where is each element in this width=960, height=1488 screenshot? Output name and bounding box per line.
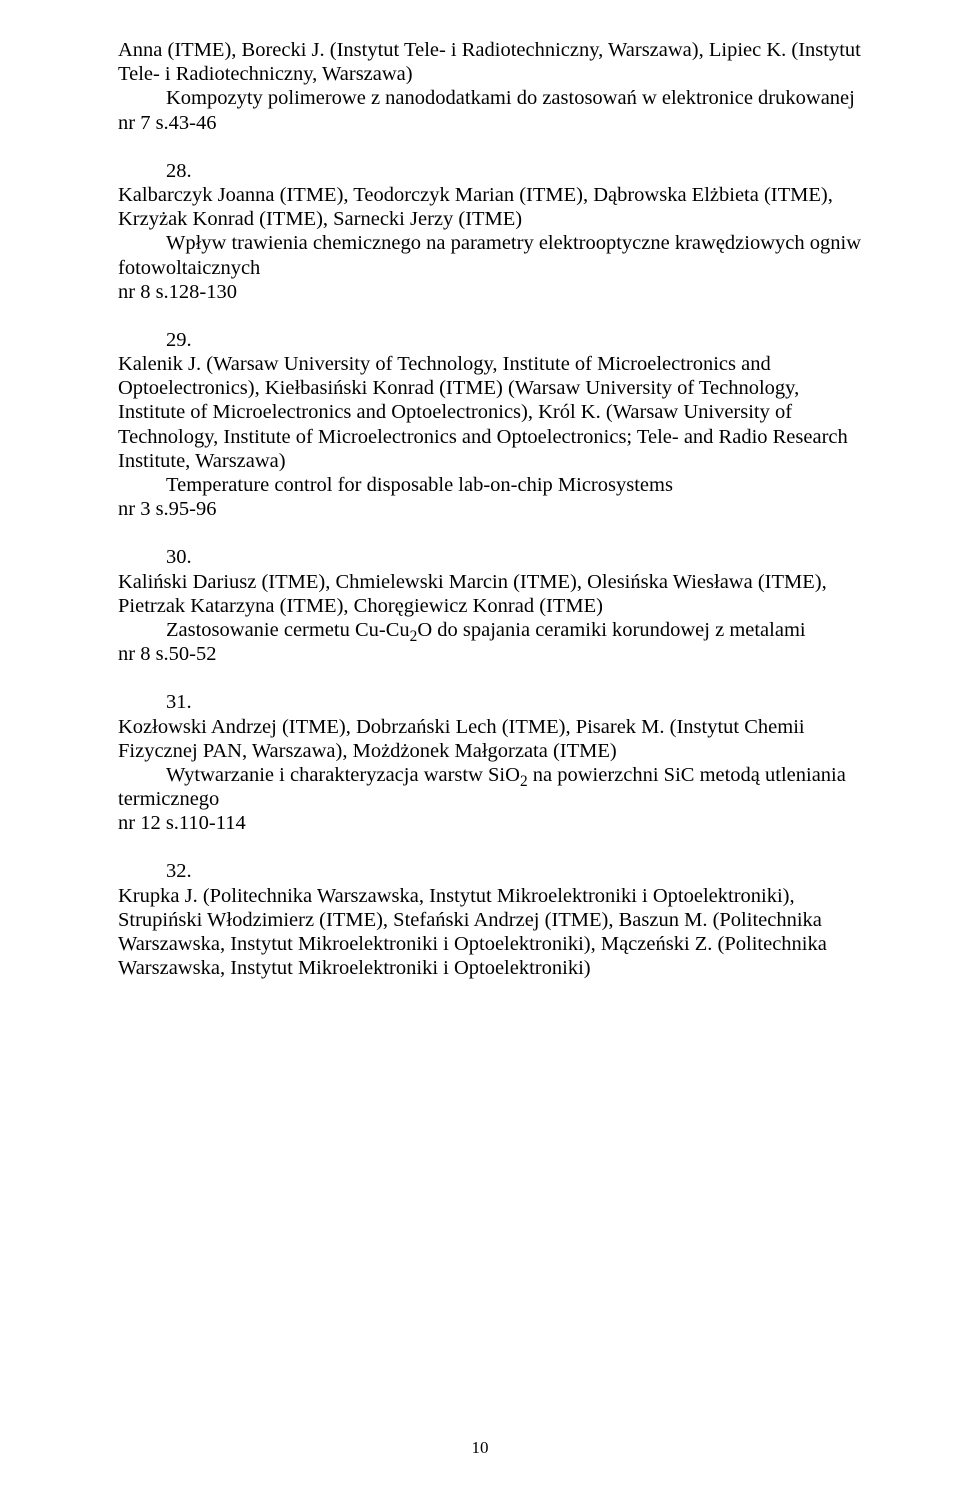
entry-ref: nr 8 s.128-130 (118, 280, 864, 304)
entry-number: 29. (166, 328, 864, 352)
bibliography-entry: 32. Krupka J. (Politechnika Warszawska, … (118, 859, 864, 980)
bibliography-entry: 29. Kalenik J. (Warsaw University of Tec… (118, 328, 864, 522)
entry-ref: nr 3 s.95-96 (118, 497, 864, 521)
entry-title: Temperature control for disposable lab-o… (118, 473, 864, 497)
entry-ref: nr 7 s.43-46 (118, 111, 864, 135)
page: Anna (ITME), Borecki J. (Instytut Tele- … (0, 0, 960, 1488)
entry-number: 28. (166, 159, 864, 183)
entry-authors: Kozłowski Andrzej (ITME), Dobrzański Lec… (118, 715, 864, 763)
entry-title: Zastosowanie cermetu Cu-Cu2O do spajania… (118, 618, 864, 642)
entry-number: 32. (166, 859, 864, 883)
entry-authors: Kaliński Dariusz (ITME), Chmielewski Mar… (118, 570, 864, 618)
entry-authors: Kalbarczyk Joanna (ITME), Teodorczyk Mar… (118, 183, 864, 231)
bibliography-entry: 28. Kalbarczyk Joanna (ITME), Teodorczyk… (118, 159, 864, 304)
entry-title: Wpływ trawienia chemicznego na parametry… (118, 231, 864, 279)
entry-number: 31. (166, 690, 864, 714)
entry-ref: nr 8 s.50-52 (118, 642, 864, 666)
entry-number: 30. (166, 545, 864, 569)
entry-authors: Anna (ITME), Borecki J. (Instytut Tele- … (118, 38, 864, 86)
entry-title: Kompozyty polimerowe z nanododatkami do … (118, 86, 864, 110)
entry-ref: nr 12 s.110-114 (118, 811, 864, 835)
bibliography-entry: 31. Kozłowski Andrzej (ITME), Dobrzański… (118, 690, 864, 835)
entry-authors: Kalenik J. (Warsaw University of Technol… (118, 352, 864, 473)
page-number: 10 (0, 1438, 960, 1458)
bibliography-entry: 30. Kaliński Dariusz (ITME), Chmielewski… (118, 545, 864, 666)
entry-authors: Krupka J. (Politechnika Warszawska, Inst… (118, 884, 864, 981)
bibliography-entry: Anna (ITME), Borecki J. (Instytut Tele- … (118, 38, 864, 135)
entry-title: Wytwarzanie i charakteryzacja warstw SiO… (118, 763, 864, 811)
